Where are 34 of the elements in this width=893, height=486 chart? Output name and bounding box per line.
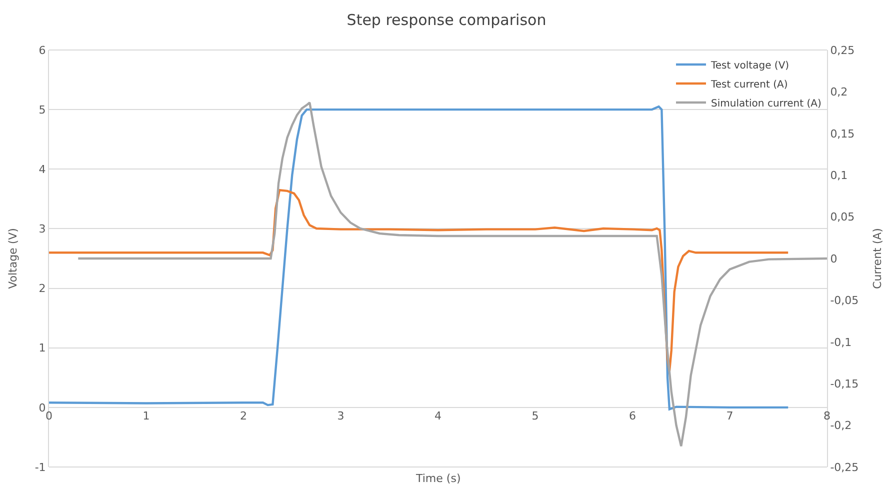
y-tick-label: 1	[38, 342, 46, 355]
x-tick-label: 2	[240, 409, 247, 422]
x-tick-label: 4	[434, 409, 442, 422]
y2-axis-title: Current (A)	[870, 228, 884, 289]
y-tick-label: 6	[38, 44, 46, 57]
y2-tick-label: 0,1	[830, 168, 848, 182]
x-tick-label: 6	[629, 409, 636, 422]
x-tick-label: 3	[337, 409, 344, 422]
y-tick-label: 2	[38, 282, 46, 296]
y2-tick-label: -0,2	[830, 419, 852, 432]
y2-tick-label: -0,15	[830, 377, 859, 390]
y-tick-label: 5	[38, 103, 46, 116]
legend-label: Test voltage (V)	[710, 60, 790, 72]
y2-tick-label: -0,05	[830, 294, 859, 308]
y-tick-label: 3	[38, 222, 46, 236]
y-axis-title: Voltage (V)	[6, 228, 20, 289]
y2-tick-label: 0,15	[830, 127, 855, 140]
y2-tick-label: 0,05	[830, 210, 855, 224]
x-tick-label: 1	[142, 409, 150, 422]
chart-title: Step response comparison	[346, 11, 546, 30]
legend-label: Simulation current (A)	[711, 98, 822, 110]
legend-label: Test current (A)	[710, 79, 788, 90]
y2-tick-label: 0,2	[830, 86, 848, 99]
x-tick-label: 7	[726, 409, 734, 422]
y2-tick-label: 0,25	[830, 44, 855, 57]
x-tick-label: 8	[824, 409, 830, 422]
x-axis-title: Time (s)	[415, 472, 461, 485]
line-series	[49, 105, 790, 410]
y2-tick-label: 0	[830, 252, 838, 266]
y2-tick-label: -0,25	[830, 460, 859, 474]
x-tick-label: 5	[532, 409, 539, 422]
y2-tick-label: -0,1	[830, 336, 852, 349]
y-tick-label: -1	[34, 460, 46, 474]
y-tick-label: 4	[38, 162, 46, 176]
